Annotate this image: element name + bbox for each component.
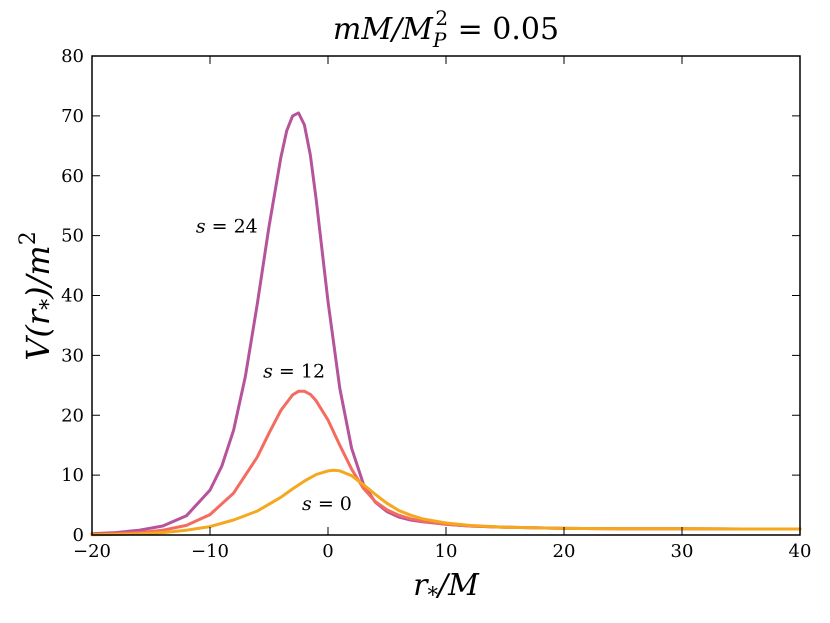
series-line-1 [90,389,802,536]
plot-frame [91,55,801,536]
y-axis-label: V(r*)/m2 [16,231,62,361]
title-main: mM/M [333,12,434,47]
series-line-2 [90,468,802,537]
y-tick-label: 60 [61,166,84,187]
xlabel-suffix: /M [435,568,480,603]
title-sub: P [432,28,447,52]
y-tick-label: 40 [61,286,84,307]
title-sup: 2 [435,6,448,30]
series-line-0 [90,111,802,536]
x-tick-label: 30 [671,541,694,562]
x-tick-label: 10 [435,541,458,562]
x-tick-label: −20 [73,541,111,562]
series-annotation: s = 0 [302,493,352,515]
x-axis-label: r*/M [413,568,480,607]
y-tick-label: 80 [61,46,84,67]
ylabel-prefix: V(r [19,308,57,361]
ylabel-mid: )/m [19,245,57,300]
y-tick-label: 70 [61,106,84,127]
title-suffix: = 0.05 [448,12,559,47]
chart-title: mM/MP2 = 0.05 [333,6,559,52]
y-tick-label: 20 [61,405,84,426]
xlabel-main: r [413,568,429,603]
xlabel-sub: * [428,583,439,607]
plot-area: −20 −10 0 10 20 30 40 0 10 20 30 40 50 60 70 80 s = 24 s … [61,46,811,562]
x-tick-label: 20 [553,541,576,562]
y-tick-label: 30 [61,345,84,366]
ylabel-sub: * [37,299,62,310]
x-tick-label: 0 [322,541,333,562]
x-tick-label: −10 [191,541,229,562]
y-tick-label: 0 [73,525,84,546]
y-tick-label: 10 [61,465,84,486]
series-annotation: s = 24 [196,216,258,238]
y-tick-label: 50 [61,226,84,247]
x-tick-label: 40 [789,541,812,562]
series-annotation: s = 12 [263,361,325,383]
ylabel-sup: 2 [16,231,41,245]
